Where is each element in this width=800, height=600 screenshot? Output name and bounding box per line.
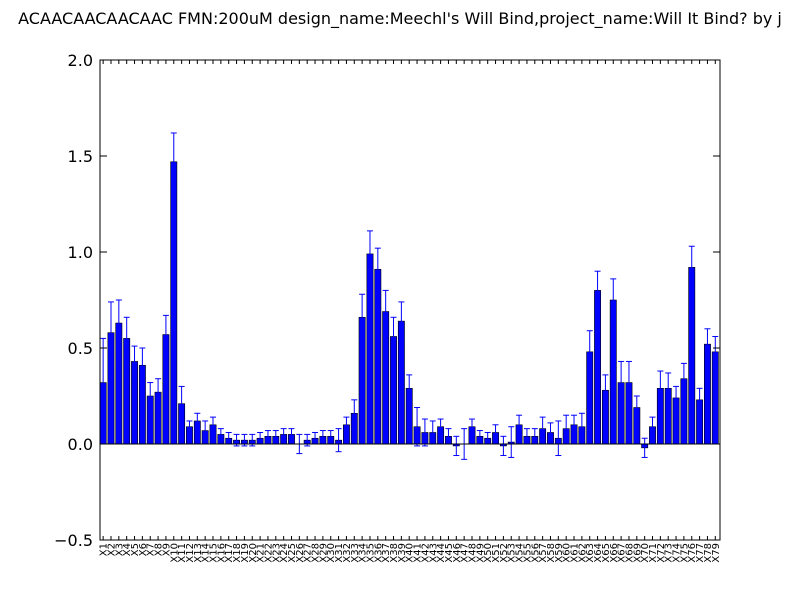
x-tick-label: X49 (475, 543, 486, 563)
x-tick-label: X35 (365, 543, 376, 563)
x-tick-label: X8 (154, 543, 165, 556)
x-tick-label: X7 (146, 543, 157, 556)
x-tick-label: X5 (130, 543, 141, 556)
x-tick-label: X63 (585, 543, 596, 563)
x-tick-label: X68 (624, 543, 635, 563)
x-tick-label: X3 (114, 543, 125, 556)
x-tick-label: X45 (444, 543, 455, 563)
x-tick-label: X23 (271, 543, 282, 563)
x-tick-label: X25 (287, 543, 298, 563)
x-tick-label: X66 (609, 543, 620, 563)
x-tick-label: X51 (491, 543, 502, 563)
x-tick-label: X53 (507, 543, 518, 563)
x-tick-label: X75 (679, 543, 690, 563)
x-tick-label: X1 (99, 543, 110, 556)
x-tick-label: X42 (420, 543, 431, 563)
x-tick-label: X15 (209, 543, 220, 563)
x-tick-label: X55 (522, 543, 533, 563)
x-tick-label: X2 (106, 543, 117, 556)
x-tick-label: X59 (554, 543, 565, 563)
x-tick-label: X36 (373, 543, 384, 563)
x-tick-label: X62 (577, 543, 588, 563)
x-tick-label: X32 (342, 543, 353, 563)
x-tick-label: X74 (672, 543, 683, 563)
x-tick-label: X43 (428, 543, 439, 563)
x-tick-label: X40 (405, 543, 416, 563)
x-tick-label: X47 (460, 543, 471, 563)
bars-layer (99, 161, 719, 449)
x-tick-label: X78 (703, 543, 714, 563)
x-tick-label: X26 (295, 543, 306, 563)
x-tick-label: X28 (311, 543, 322, 563)
x-tick-label: X61 (570, 543, 581, 563)
x-tick-label: X38 (389, 543, 400, 563)
y-tick-label: 0.5 (68, 339, 93, 358)
x-tick-label: X79 (711, 543, 722, 563)
x-tick-label: X54 (515, 543, 526, 563)
x-axis: X1X2X3X4X5X6X7X8X9X10X11X12X13X14X15X16X… (99, 60, 722, 563)
x-tick-label: X14 (201, 543, 212, 563)
x-tick-label: X60 (562, 543, 573, 563)
x-tick-label: X41 (413, 543, 424, 563)
x-tick-label: X71 (648, 543, 659, 563)
x-tick-label: X10 (169, 543, 180, 563)
x-tick-label: X33 (350, 543, 361, 563)
x-tick-label: X9 (161, 543, 172, 556)
x-tick-label: X57 (538, 543, 549, 563)
bar (366, 253, 374, 445)
x-tick-label: X17 (224, 543, 235, 563)
x-tick-label: X27 (303, 543, 314, 563)
x-tick-label: X65 (601, 543, 612, 563)
x-tick-label: X76 (687, 543, 698, 563)
x-tick-label: X19 (240, 543, 251, 563)
bar (594, 290, 602, 445)
y-tick-label: 1.5 (68, 147, 93, 166)
y-tick-label: 1.0 (68, 243, 93, 262)
bar (688, 267, 696, 445)
x-tick-label: X37 (381, 543, 392, 563)
x-tick-label: X46 (452, 543, 463, 563)
plot-frame (99, 59, 721, 541)
x-tick-label: X69 (632, 543, 643, 563)
bar (374, 268, 382, 445)
x-tick-label: X70 (640, 543, 651, 563)
bar (170, 161, 178, 445)
y-axis: −0.5 0.0 0.5 1.0 1.5 2.0 (54, 51, 720, 550)
chart-title: ACAACAACAACAAC FMN:200uM design_name:Mee… (18, 9, 782, 29)
x-tick-label: X56 (530, 543, 541, 563)
x-tick-label: X18 (232, 543, 243, 563)
x-tick-label: X72 (656, 543, 667, 563)
x-tick-label: X30 (326, 543, 337, 563)
x-tick-label: X48 (468, 543, 479, 563)
x-tick-label: X16 (216, 543, 227, 563)
x-tick-label: X6 (138, 543, 149, 556)
x-tick-label: X21 (256, 543, 267, 563)
x-tick-label: X24 (279, 543, 290, 563)
x-tick-label: X64 (593, 543, 604, 563)
y-tick-label: −0.5 (54, 531, 93, 550)
x-tick-label: X12 (185, 543, 196, 563)
x-tick-label: X58 (546, 543, 557, 563)
x-tick-label: X29 (318, 543, 329, 563)
x-tick-label: X4 (122, 543, 133, 556)
x-tick-label: X22 (263, 543, 274, 563)
x-tick-label: X77 (695, 543, 706, 563)
y-tick-label: 0.0 (68, 435, 93, 454)
x-tick-label: X11 (177, 543, 188, 563)
x-tick-label: X39 (397, 543, 408, 563)
y-tick-label: 2.0 (68, 51, 93, 70)
x-tick-label: X67 (617, 543, 628, 563)
x-tick-label: X13 (193, 543, 204, 563)
x-tick-label: X44 (436, 543, 447, 563)
x-tick-label: X52 (499, 543, 510, 563)
x-tick-label: X31 (334, 543, 345, 563)
x-tick-label: X50 (483, 543, 494, 563)
x-tick-label: X20 (248, 543, 259, 563)
x-tick-label: X34 (358, 543, 369, 563)
x-tick-label: X73 (664, 543, 675, 563)
